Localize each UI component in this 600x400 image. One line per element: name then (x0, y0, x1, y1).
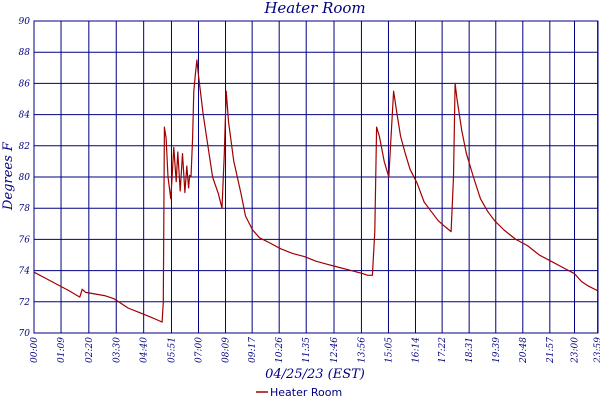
y-tick-label: 88 (19, 48, 31, 58)
x-tick-label: 17:22 (438, 337, 448, 363)
x-tick-label: 12:46 (330, 337, 340, 363)
plot-frame (33, 20, 599, 334)
x-tick-label: 11:35 (302, 337, 312, 363)
x-tick-label: 23:00 (571, 337, 581, 364)
legend-label: Heater Room (270, 386, 342, 399)
x-tick-label: 08:09 (222, 337, 232, 363)
x-axis-label: 04/25/23 (EST) (265, 367, 365, 382)
y-tick-label: 84 (19, 111, 31, 121)
x-tick-label: 01:09 (57, 337, 67, 363)
y-tick-label: 76 (19, 235, 31, 245)
x-tick-label: 18:31 (465, 337, 475, 363)
y-tick-label: 90 (19, 17, 31, 27)
y-tick-label: 80 (19, 173, 31, 183)
series-line-heater-room (33, 59, 599, 323)
series-group (33, 59, 599, 323)
x-tick-label: 03:30 (112, 337, 122, 363)
x-axis-ticks: 00:00 01:09 02:20 03:30 04:40 05:51 07:00 08:09… (30, 337, 600, 364)
y-tick-label: 82 (19, 142, 31, 152)
y-tick-label: 72 (19, 298, 31, 308)
x-tick-label: 20:48 (519, 337, 529, 364)
x-tick-label: 07:00 (195, 337, 205, 363)
x-tick-label: 23:59 (594, 337, 600, 364)
x-tick-label: 19:39 (492, 337, 502, 363)
x-tick-label: 04:40 (140, 337, 150, 363)
x-tick-label: 13:56 (357, 337, 367, 363)
y-tick-label: 70 (19, 329, 31, 339)
x-tick-label: 15:05 (384, 337, 394, 363)
y-axis-label: Degrees F (1, 141, 16, 211)
x-tick-label: 00:00 (30, 337, 40, 363)
y-tick-label: 78 (19, 204, 31, 214)
y-axis-ticks: 70 72 74 76 78 80 82 84 86 88 90 (19, 17, 31, 339)
x-tick-label: 02:20 (85, 337, 95, 363)
x-tick-label: 16:14 (411, 337, 421, 363)
x-tick-label: 09:17 (248, 337, 258, 363)
chart-title: Heater Room (263, 0, 365, 17)
y-tick-label: 86 (19, 79, 31, 89)
y-tick-label: 74 (19, 267, 31, 277)
x-tick-label: 05:51 (167, 337, 177, 363)
x-tick-label: 21:57 (546, 337, 556, 364)
legend: Heater Room (256, 386, 342, 399)
x-tick-label: 10:26 (275, 337, 285, 363)
